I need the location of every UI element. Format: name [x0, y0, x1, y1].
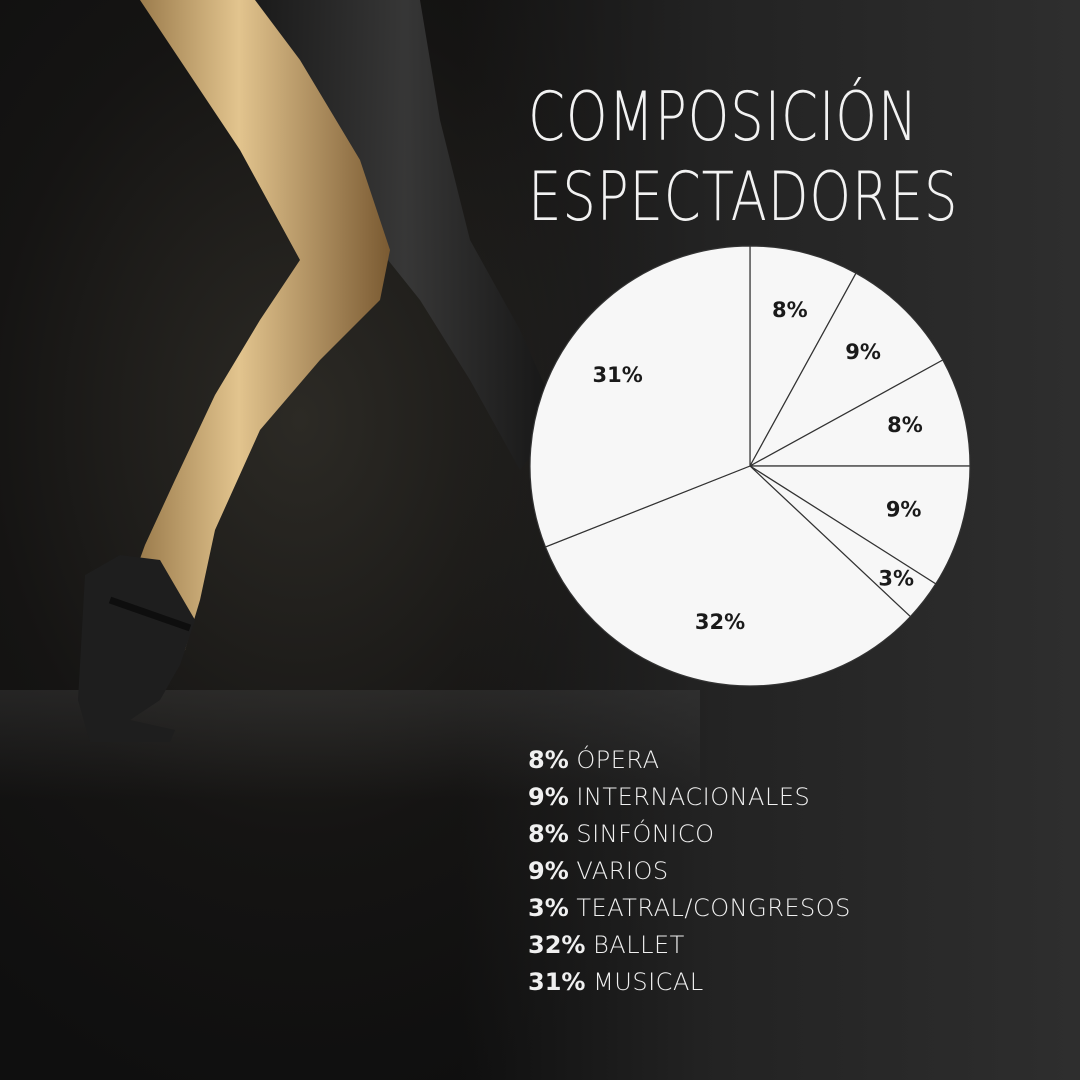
pie-label: 8%: [772, 298, 808, 322]
legend-item: 3% TEATRAL/CONGRESOS: [528, 890, 851, 927]
legend-value: 8%: [528, 746, 569, 774]
legend: 8% ÓPERA 9% INTERNACIONALES 8% SINFÓNICO…: [528, 742, 851, 1001]
dancer-legs-photo: [78, 0, 560, 742]
pie-label: 9%: [886, 498, 922, 522]
legend-value: 32%: [528, 931, 586, 959]
legend-label: ÓPERA: [576, 746, 660, 774]
pie-label: 3%: [878, 566, 914, 590]
pie-slice-ballet: [544, 465, 912, 687]
legend-label: INTERNACIONALES: [576, 783, 811, 811]
legend-value: 8%: [528, 820, 569, 848]
pie-slice-internacionales: [748, 272, 944, 468]
title-line-2: ESPECTADORES: [528, 158, 959, 237]
pie-slice--pera: [749, 245, 857, 467]
legend-item: 8% SINFÓNICO: [528, 816, 851, 853]
pie-label: 8%: [887, 413, 923, 437]
legend-item: 31% MUSICAL: [528, 964, 851, 1001]
legend-item: 9% INTERNACIONALES: [528, 779, 851, 816]
pie-label: 31%: [593, 363, 643, 387]
legend-label: SINFÓNICO: [576, 820, 715, 848]
legend-value: 9%: [528, 783, 569, 811]
legend-item: 32% BALLET: [528, 927, 851, 964]
legend-item: 9% VARIOS: [528, 853, 851, 890]
dance-shoe: [78, 555, 195, 742]
legend-label: MUSICAL: [593, 968, 704, 996]
pie-slice-musical: [529, 245, 751, 548]
chart-title: COMPOSICIÓN ESPECTADORES: [528, 78, 959, 238]
legend-value: 31%: [528, 968, 586, 996]
pie-chart: 8% 9% 8% 9% 3% 32% 31%: [529, 245, 971, 687]
dancer-leg: [115, 0, 390, 690]
legend-label: VARIOS: [576, 857, 669, 885]
shoe-strap: [108, 596, 192, 632]
legend-value: 9%: [528, 857, 569, 885]
legend-label: TEATRAL/CONGRESOS: [576, 894, 851, 922]
pie-label: 32%: [695, 610, 745, 634]
pie-slice-varios: [747, 465, 971, 585]
pie-label: 9%: [845, 340, 881, 364]
legend-label: BALLET: [593, 931, 685, 959]
title-line-1: COMPOSICIÓN: [528, 78, 919, 157]
legend-item: 8% ÓPERA: [528, 742, 851, 779]
legend-value: 3%: [528, 894, 569, 922]
pie-slice-sinf-nico: [749, 359, 971, 467]
